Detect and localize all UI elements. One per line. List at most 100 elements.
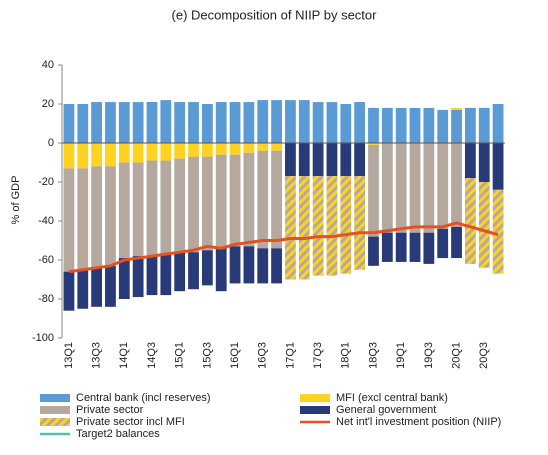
bar-segment [229,154,241,247]
bar-segment [63,143,75,169]
bar-segment [63,271,75,311]
bar-segment [188,143,199,157]
bar-segment [91,143,103,167]
bar-segment [215,154,227,249]
legend-label: Net int'l investment position (NIIP) [336,416,501,428]
bar-segment [298,143,310,177]
bar-segment [354,176,366,270]
x-tick-label: 20Q1 [450,342,462,369]
bar-segment [492,143,504,190]
legend-swatch [40,394,70,402]
bar-segment [492,189,504,274]
bar-segment [368,143,379,145]
bar-segment [174,143,186,159]
bar-segment [118,162,130,259]
x-tick-label: 13Q1 [63,342,75,369]
legend-label: Private sector [76,404,144,416]
bar-segment [215,102,227,143]
bar-segment [354,143,366,177]
x-tick-label: 17Q3 [312,342,324,369]
x-tick-label: 16Q3 [257,342,269,369]
y-tick-label: -60 [38,254,54,266]
bar-segment [298,176,310,280]
bar-segment [132,256,144,298]
bar-segment [91,267,103,307]
bar-segment [409,143,421,233]
bar-segment [146,143,158,161]
bar-segment [285,143,296,177]
bar-segment [423,143,435,233]
bar-segment [77,104,89,143]
bar-segment [381,107,393,143]
bar-segment [395,232,407,262]
bar-segment [160,160,172,255]
bar-segment [118,143,130,163]
bar-segment [464,178,476,264]
bar-segment [478,182,490,268]
bar-segment [285,176,296,280]
bar-segment [451,107,462,110]
bar-segment [492,104,504,143]
x-tick-label: 13Q3 [91,342,103,369]
bar-segment [105,166,116,266]
bar-segment [63,168,75,272]
legend-swatch [40,406,70,414]
bar-segment [478,143,490,182]
bar-segment [160,254,172,296]
bar-segment [312,143,324,177]
line [68,221,499,274]
x-tick-label: 20Q3 [478,342,490,369]
bar-segment [451,226,462,259]
bar-segment [381,143,393,233]
bar-segment [243,102,255,143]
bar-segment [91,102,103,143]
bar-segment [478,107,490,143]
bar-segment [423,232,435,264]
bar-segment [437,143,449,229]
bar-segment [368,144,379,237]
x-tick-label: 14Q3 [146,342,158,369]
bar-segment [201,143,213,157]
y-tick-label: -40 [38,215,54,227]
y-tick-label: 40 [42,59,54,71]
bar-segment [271,100,282,143]
x-tick-label: 16Q1 [229,342,241,369]
x-tick-label: 19Q3 [423,342,435,369]
bar-segment [77,269,89,309]
bar-segment [146,102,158,143]
legend-swatch [300,406,330,414]
bar-segment [105,143,116,167]
bar-segment [257,100,269,143]
bar-segment [340,143,352,177]
bar-segment [174,102,186,143]
bar-segment [188,156,199,253]
bar-segment [243,143,255,153]
bar-segment [257,150,269,249]
bar-segment [160,143,172,161]
bar-segment [63,104,75,143]
bar-segment [257,248,269,284]
bar-segment [77,143,89,169]
bar-segment [409,232,421,262]
bar-segment [201,104,213,143]
bar-segment [354,102,366,143]
bar-segment [326,143,338,177]
bar-segment [423,107,435,143]
bar-segment [132,143,144,163]
legend-swatch [40,418,70,426]
bar-segment [229,102,241,143]
x-tick-label: 14Q1 [118,342,130,369]
bar-segment [285,100,296,143]
y-tick-label: -100 [32,332,54,344]
bar-segment [298,100,310,143]
x-tick-label: 18Q3 [367,342,379,369]
bar-segment [146,160,158,257]
bar-segment [188,102,199,143]
bar-segment [312,176,324,276]
bar-segment [132,102,144,143]
legend-label: General government [336,404,436,416]
bar-segment [215,143,227,155]
bar-segment [271,143,282,151]
bar-segment [174,158,186,253]
